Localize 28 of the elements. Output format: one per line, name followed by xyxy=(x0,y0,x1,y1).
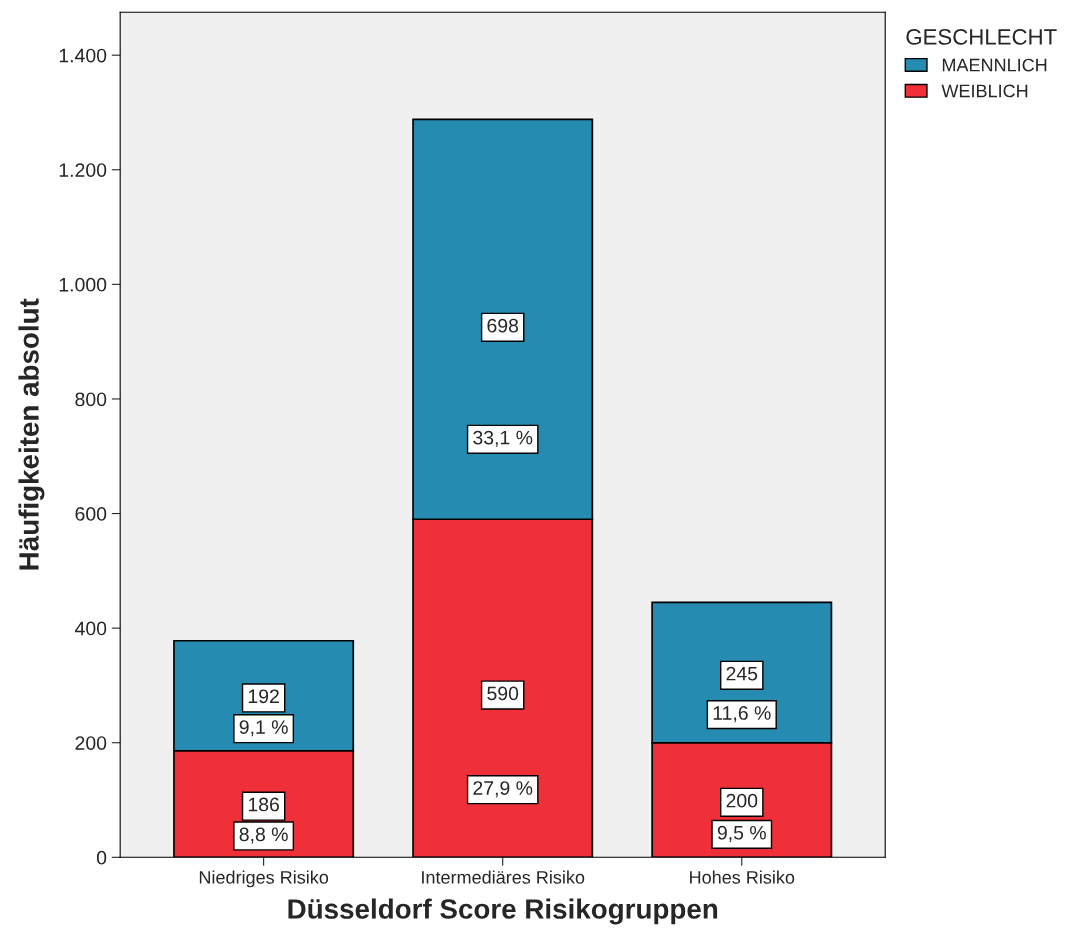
x-tick-label: Niedriges Risiko xyxy=(199,870,329,888)
y-tick-label: 1.000 xyxy=(59,277,107,292)
y-axis-title: Häufigkeiten absolut xyxy=(18,298,45,570)
legend-label: MAENNLICH xyxy=(942,58,1047,72)
annotation: 8,8 % xyxy=(239,827,288,844)
y-tick-label: 200 xyxy=(75,736,107,750)
x-tick-label: Intermediäres Risiko xyxy=(422,870,585,884)
y-tick-label: 800 xyxy=(75,392,107,407)
data-label: 186 xyxy=(248,797,279,812)
data-label: 200 xyxy=(726,793,758,808)
annotation: 11,6 % xyxy=(713,706,771,723)
legend-label: WEIBLICH xyxy=(941,84,1028,98)
data-label: 245 xyxy=(726,666,758,681)
annotation: 33,1 % xyxy=(473,430,533,447)
y-tick-label: 400 xyxy=(74,621,107,636)
y-tick-label: 1.400 xyxy=(59,48,107,63)
y-tick-label: 0 xyxy=(96,850,107,865)
y-tick-label: 1.200 xyxy=(59,163,107,177)
annotation: 9,1 % xyxy=(239,720,288,737)
x-axis-title: Düsseldorf Score Risikogruppen xyxy=(288,898,718,925)
y-tick-label: 600 xyxy=(75,507,107,521)
annotation: 27,9 % xyxy=(473,781,533,798)
annotation: 9,5 % xyxy=(717,825,766,842)
data-label: 590 xyxy=(487,686,519,701)
data-label: 192 xyxy=(248,689,279,704)
x-tick-label: Hohes Risiko xyxy=(690,870,795,884)
data-label: 698 xyxy=(487,318,519,333)
legend-title: GESCHLECHT xyxy=(906,29,1057,45)
